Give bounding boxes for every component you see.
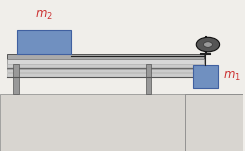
Bar [7, 59, 204, 68]
Bar [7, 54, 204, 59]
Bar [146, 64, 151, 94]
Bar [7, 69, 204, 72]
Text: $m_1$: $m_1$ [222, 70, 240, 83]
Bar [17, 30, 71, 54]
Bar [7, 73, 204, 77]
Bar [7, 64, 204, 67]
Bar [7, 68, 204, 69]
Circle shape [204, 42, 212, 47]
Text: $m_2$: $m_2$ [35, 9, 53, 22]
Bar [0, 94, 243, 151]
Bar [13, 64, 19, 94]
Bar [193, 65, 218, 88]
Circle shape [196, 37, 220, 52]
Bar [185, 94, 243, 151]
